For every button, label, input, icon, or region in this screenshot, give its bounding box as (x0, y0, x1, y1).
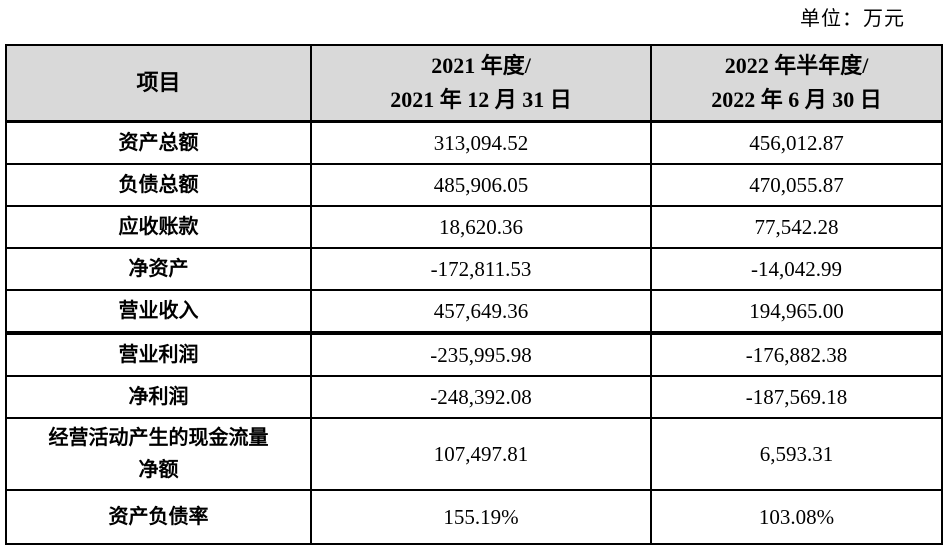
row-label: 经营活动产生的现金流量 净额 (5, 417, 312, 491)
row-total-assets: 资产总额 313,094.52 456,012.87 (5, 120, 943, 165)
value-2022: -187,569.18 (650, 375, 943, 419)
unit-label: 单位：万元 (800, 8, 905, 30)
value-2022: 470,055.87 (650, 163, 943, 207)
value-2021: -235,995.98 (310, 332, 652, 377)
row-net-assets: 净资产 -172,811.53 -14,042.99 (5, 247, 943, 291)
header-2022-column: 2022 年半年度/ 2022 年 6 月 30 日 (650, 44, 943, 123)
row-operating-profit: 营业利润 -235,995.98 -176,882.38 (5, 332, 943, 377)
value-2022: -14,042.99 (650, 247, 943, 291)
row-total-liabilities: 负债总额 485,906.05 470,055.87 (5, 163, 943, 207)
value-2022: 6,593.31 (650, 417, 943, 491)
value-2022: -176,882.38 (650, 332, 943, 377)
row-accounts-receivable: 应收账款 18,620.36 77,542.28 (5, 205, 943, 249)
row-label: 营业收入 (5, 289, 312, 335)
value-2022: 77,542.28 (650, 205, 943, 249)
value-2022: 456,012.87 (650, 120, 943, 165)
row-operating-revenue: 营业收入 457,649.36 194,965.00 (5, 289, 943, 335)
row-label: 净利润 (5, 375, 312, 419)
value-2021: 18,620.36 (310, 205, 652, 249)
row-label: 净资产 (5, 247, 312, 291)
value-2021: 107,497.81 (310, 417, 652, 491)
row-label: 营业利润 (5, 332, 312, 377)
row-label: 资产总额 (5, 120, 312, 165)
row-asset-liability-ratio: 资产负债率 155.19% 103.08% (5, 489, 943, 545)
value-2021: 155.19% (310, 489, 652, 545)
row-label: 应收账款 (5, 205, 312, 249)
header-2021-column: 2021 年度/ 2021 年 12 月 31 日 (310, 44, 652, 123)
value-2021: 313,094.52 (310, 120, 652, 165)
row-net-profit: 净利润 -248,392.08 -187,569.18 (5, 375, 943, 419)
row-operating-cash-flow: 经营活动产生的现金流量 净额 107,497.81 6,593.31 (5, 417, 943, 491)
value-2022: 194,965.00 (650, 289, 943, 335)
header-item-column: 项目 (5, 44, 312, 123)
table-header-row: 项目 2021 年度/ 2021 年 12 月 31 日 2022 年半年度/ … (5, 44, 943, 123)
value-2021: 485,906.05 (310, 163, 652, 207)
row-label: 负债总额 (5, 163, 312, 207)
financial-summary-table: 项目 2021 年度/ 2021 年 12 月 31 日 2022 年半年度/ … (5, 44, 943, 545)
value-2022: 103.08% (650, 489, 943, 545)
value-2021: -248,392.08 (310, 375, 652, 419)
value-2021: 457,649.36 (310, 289, 652, 335)
value-2021: -172,811.53 (310, 247, 652, 291)
row-label: 资产负债率 (5, 489, 312, 545)
